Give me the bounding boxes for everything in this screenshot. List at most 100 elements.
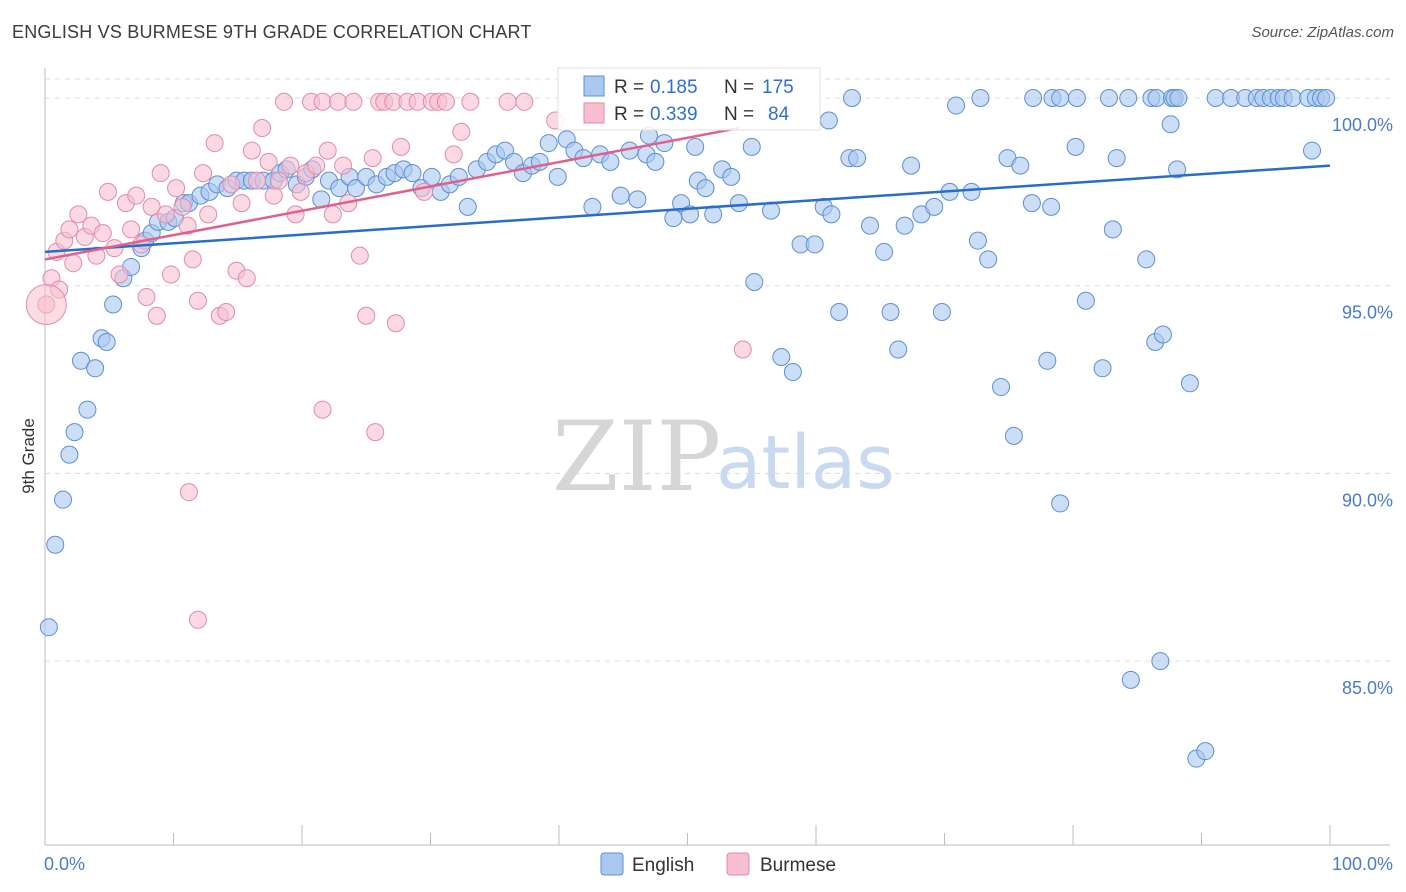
bottom-legend-burmese: Burmese [760, 855, 836, 876]
watermark-zip: ZIP [552, 401, 721, 513]
data-point [962, 182, 981, 201]
data-point [1067, 89, 1086, 108]
y-tick-label: 95.0% [1342, 303, 1393, 323]
data-point [1206, 89, 1225, 108]
data-point [188, 610, 207, 629]
data-point [515, 92, 534, 111]
data-point [548, 167, 567, 186]
data-point [1196, 742, 1215, 761]
data-point [1161, 115, 1180, 134]
data-point [875, 242, 894, 261]
data-point-large [25, 283, 67, 325]
data-point [1022, 194, 1041, 213]
data-point [819, 111, 838, 130]
legend-r-label-burmese: R = [614, 104, 644, 125]
data-point [156, 205, 175, 224]
data-point [151, 164, 170, 183]
data-point [188, 291, 207, 310]
data-point [122, 220, 141, 239]
data-point [498, 92, 517, 111]
data-point [1066, 137, 1085, 156]
data-point [366, 423, 385, 442]
trend-line-english [44, 164, 1331, 254]
data-point [199, 205, 218, 224]
data-point [783, 363, 802, 382]
data-point [60, 220, 79, 239]
data-point [346, 179, 365, 198]
data-point [539, 134, 558, 153]
data-point [646, 152, 665, 171]
data-point [848, 149, 867, 168]
data-point [391, 137, 410, 156]
legend-n-value-burmese: 84 [768, 104, 790, 125]
data-point [681, 205, 700, 224]
data-point [1093, 359, 1112, 378]
data-point [237, 269, 256, 288]
legend-r-value-burmese: 0.339 [650, 104, 698, 125]
data-point [39, 618, 58, 637]
data-point [742, 137, 761, 156]
data-point [194, 164, 213, 183]
data-point [97, 333, 116, 352]
data-point [248, 171, 267, 190]
data-point [98, 182, 117, 201]
data-point [363, 149, 382, 168]
data-point [583, 197, 602, 216]
data-point [772, 348, 791, 367]
data-point [281, 156, 300, 175]
data-point [932, 302, 951, 321]
y-tick-label: 90.0% [1342, 490, 1393, 510]
data-point [1042, 197, 1061, 216]
data-point [183, 250, 202, 269]
x-tick-label: 100.0% [1332, 854, 1393, 874]
data-point [386, 314, 405, 333]
data-point [842, 89, 861, 108]
data-point [889, 340, 908, 359]
data-point [242, 141, 261, 160]
data-point [93, 224, 112, 243]
data-point [328, 92, 347, 111]
data-point [334, 156, 353, 175]
data-point [881, 302, 900, 321]
data-point [722, 167, 741, 186]
source-label: Source: ZipAtlas.com [1251, 24, 1394, 41]
data-point [1038, 351, 1057, 370]
bottom-legend-swatch-english [600, 852, 624, 876]
legend-n-label-burmese: N = [724, 104, 754, 125]
data-point [745, 272, 764, 291]
data-point [217, 302, 236, 321]
data-point [830, 302, 849, 321]
data-point [86, 359, 105, 378]
legend-r-label-english: R = [614, 77, 644, 98]
data-point [822, 205, 841, 224]
data-point [1076, 291, 1095, 310]
data-point [291, 182, 310, 201]
data-point [860, 216, 879, 235]
data-point [179, 483, 198, 502]
y-tick-label: 100.0% [1332, 115, 1393, 135]
data-point [167, 179, 186, 198]
data-point [733, 340, 752, 359]
data-point [1107, 149, 1126, 168]
data-point [1051, 494, 1070, 513]
data-point [1303, 141, 1322, 160]
data-point [444, 145, 463, 164]
data-point [60, 445, 79, 464]
data-point [979, 250, 998, 269]
data-point [403, 164, 422, 183]
data-point [222, 175, 241, 194]
legend-r-value-english: 0.185 [650, 77, 698, 98]
bottom-legend: English Burmese [600, 852, 836, 876]
x-tick-label: 0.0% [44, 854, 85, 874]
data-point [1151, 652, 1170, 671]
data-point [452, 122, 471, 141]
bottom-legend-english: English [632, 855, 694, 876]
legend-n-value-english: 175 [762, 77, 794, 98]
data-point [65, 423, 84, 442]
data-point [947, 96, 966, 115]
data-point [1169, 89, 1188, 108]
legend-swatch-burmese [583, 102, 605, 124]
data-point [137, 287, 156, 306]
legend-n-label-english: N = [724, 77, 754, 98]
